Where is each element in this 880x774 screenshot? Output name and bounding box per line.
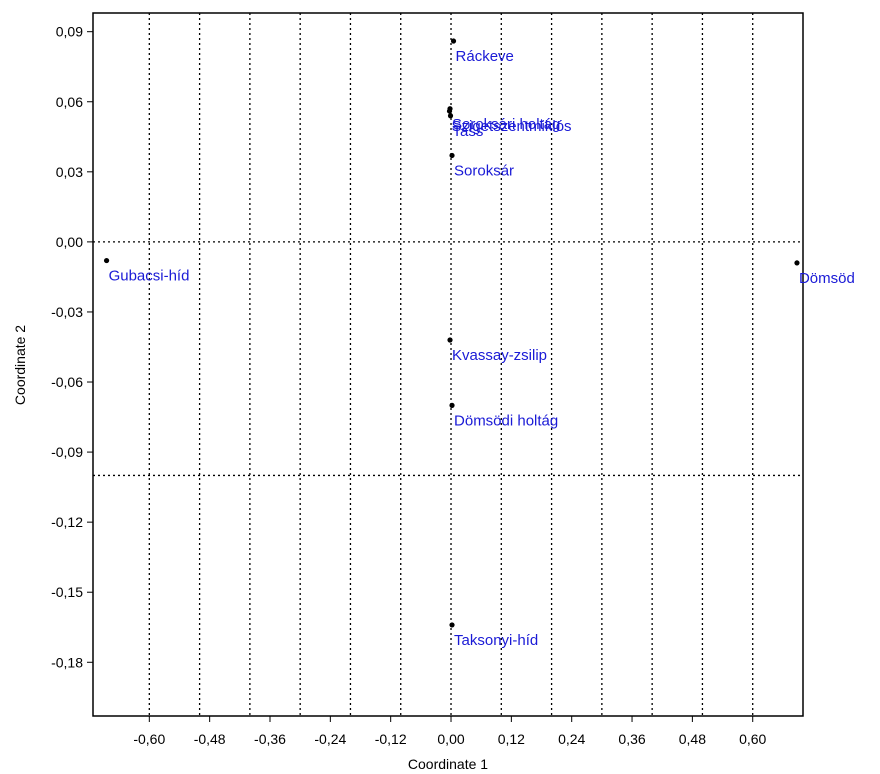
data-point-label: Dömsödi holtág [454, 412, 558, 429]
y-tick-label: 0,09 [56, 24, 83, 40]
data-point-label: Kvassay-zsilip [452, 347, 547, 364]
data-point-label: Ráckeve [456, 48, 514, 65]
x-tick-label: -0,24 [314, 731, 346, 747]
x-axis-title: Coordinate 1 [408, 756, 488, 772]
data-point-marker [794, 260, 800, 266]
data-point-label: Soroksári holtág [452, 116, 560, 133]
data-point-marker [450, 38, 457, 44]
data-point-label: Dömsöd [799, 270, 855, 287]
y-tick-label: -0,15 [51, 584, 83, 600]
y-tick-label: -0,18 [51, 654, 83, 670]
x-tick-label: 0,24 [558, 731, 585, 747]
data-point-marker [447, 113, 454, 119]
data-point-marker [103, 257, 110, 264]
data-point-label: Soroksár [454, 162, 514, 179]
data-point-label: Szigetszentmiklós [452, 118, 572, 135]
x-tick-label: 0,36 [618, 731, 645, 747]
x-tick-label: -0,12 [375, 731, 407, 747]
y-tick-label: 0,03 [56, 164, 83, 180]
data-point-marker [449, 152, 455, 159]
y-tick-label: -0,06 [51, 374, 83, 390]
x-axis-ticks: -0,60 -0,48 -0,36 -0,24 -0,12 0,00 0,12 0,24 0,3… [133, 716, 767, 747]
y-tick-label: 0,06 [56, 94, 83, 110]
y-tick-label: 0,00 [56, 234, 83, 250]
plot-frame [92, 12, 804, 717]
y-tick-label: -0,09 [51, 444, 83, 460]
x-tick-label: 0,00 [437, 731, 464, 747]
y-tick-label: -0,12 [51, 514, 83, 530]
x-tick-label: -0,48 [194, 731, 226, 747]
x-tick-label: 0,12 [498, 731, 525, 747]
y-axis-title: Coordinate 2 [12, 325, 28, 405]
gridlines [93, 13, 803, 716]
x-tick-label: 0,48 [679, 731, 706, 747]
data-point-marker [449, 622, 455, 628]
y-axis-ticks: 0,09 0,06 0,03 0,00 -0,03 -0,06 -0,09 -0,12 -0,1… [51, 24, 93, 670]
y-tick-label: -0,03 [51, 304, 83, 320]
data-point-marker [447, 106, 453, 112]
x-tick-label: -0,36 [254, 731, 286, 747]
data-point-marker [449, 402, 455, 408]
data-point-label: Taksonyi-híd [454, 632, 538, 649]
data-point-marker [447, 337, 453, 343]
data-point-label: Tass [453, 123, 484, 140]
x-tick-label: -0,60 [133, 731, 165, 747]
x-tick-label: 0,60 [739, 731, 766, 747]
data-point-label: Gubacsi-híd [109, 268, 190, 285]
